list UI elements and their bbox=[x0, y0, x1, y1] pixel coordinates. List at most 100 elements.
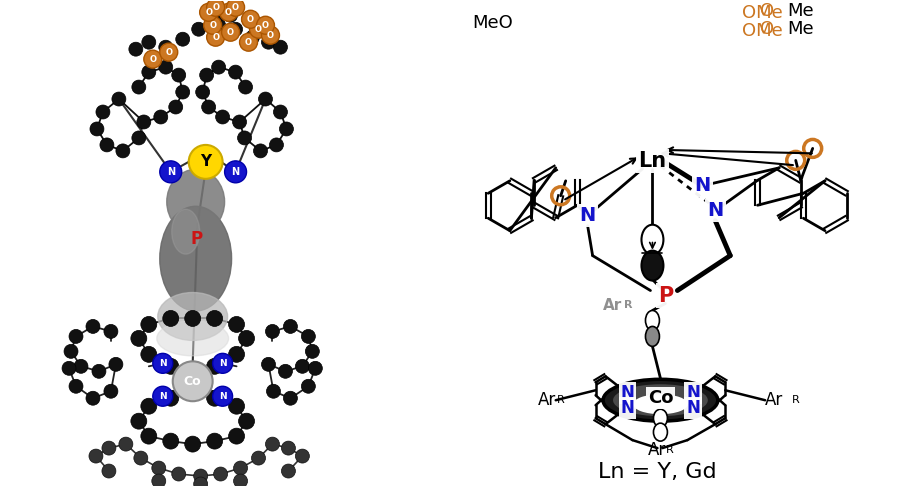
Ellipse shape bbox=[654, 423, 667, 441]
Circle shape bbox=[69, 379, 83, 393]
Ellipse shape bbox=[603, 379, 718, 421]
Circle shape bbox=[109, 357, 123, 371]
Text: N: N bbox=[621, 399, 635, 417]
Circle shape bbox=[159, 60, 172, 74]
Circle shape bbox=[229, 428, 244, 444]
Circle shape bbox=[104, 384, 118, 398]
Ellipse shape bbox=[167, 169, 224, 234]
Circle shape bbox=[261, 26, 279, 44]
Text: N: N bbox=[579, 206, 595, 225]
Ellipse shape bbox=[654, 409, 667, 427]
Circle shape bbox=[191, 22, 206, 36]
Circle shape bbox=[136, 115, 151, 129]
Text: Ln: Ln bbox=[638, 151, 666, 171]
Text: OMe: OMe bbox=[742, 4, 782, 22]
Circle shape bbox=[194, 469, 207, 483]
Text: N: N bbox=[686, 384, 700, 402]
Circle shape bbox=[295, 449, 310, 463]
Circle shape bbox=[253, 144, 268, 158]
Circle shape bbox=[128, 42, 143, 56]
Circle shape bbox=[89, 449, 103, 463]
Text: N: N bbox=[686, 399, 700, 417]
Circle shape bbox=[172, 467, 186, 481]
Circle shape bbox=[233, 115, 247, 129]
Circle shape bbox=[141, 398, 157, 414]
Circle shape bbox=[302, 330, 315, 344]
Text: O: O bbox=[267, 31, 274, 40]
Circle shape bbox=[90, 122, 104, 136]
Circle shape bbox=[172, 68, 186, 82]
Circle shape bbox=[163, 433, 179, 449]
Circle shape bbox=[242, 12, 256, 26]
Circle shape bbox=[269, 138, 284, 152]
Ellipse shape bbox=[157, 321, 229, 356]
Circle shape bbox=[302, 379, 315, 393]
Circle shape bbox=[69, 330, 83, 344]
Circle shape bbox=[152, 474, 166, 486]
Circle shape bbox=[305, 345, 320, 358]
Circle shape bbox=[242, 10, 260, 28]
Text: O: O bbox=[212, 3, 219, 12]
Circle shape bbox=[207, 358, 223, 374]
Circle shape bbox=[220, 3, 238, 21]
Ellipse shape bbox=[646, 327, 659, 347]
Text: Ar: Ar bbox=[648, 441, 666, 459]
Circle shape bbox=[213, 386, 233, 406]
Circle shape bbox=[233, 461, 248, 475]
Text: O: O bbox=[245, 38, 252, 47]
Circle shape bbox=[159, 40, 172, 54]
Circle shape bbox=[152, 461, 166, 475]
Circle shape bbox=[308, 361, 322, 375]
Circle shape bbox=[240, 33, 258, 51]
Circle shape bbox=[257, 16, 275, 34]
Ellipse shape bbox=[646, 311, 659, 330]
Circle shape bbox=[229, 398, 244, 414]
Text: N: N bbox=[167, 167, 175, 177]
Circle shape bbox=[295, 359, 310, 373]
Circle shape bbox=[131, 413, 146, 429]
Circle shape bbox=[185, 311, 200, 327]
Circle shape bbox=[176, 32, 189, 46]
Text: N: N bbox=[219, 359, 226, 368]
Text: N: N bbox=[621, 384, 635, 402]
Circle shape bbox=[224, 8, 238, 22]
Circle shape bbox=[266, 437, 279, 451]
Text: P: P bbox=[658, 285, 673, 306]
Circle shape bbox=[96, 105, 110, 119]
Circle shape bbox=[226, 0, 244, 16]
Circle shape bbox=[144, 50, 162, 68]
Circle shape bbox=[141, 428, 157, 444]
Circle shape bbox=[86, 319, 100, 333]
Text: Ar: Ar bbox=[765, 391, 783, 409]
Text: O: O bbox=[247, 15, 254, 24]
Text: O: O bbox=[255, 25, 262, 34]
Circle shape bbox=[278, 364, 293, 378]
Circle shape bbox=[204, 16, 222, 34]
Circle shape bbox=[229, 22, 242, 36]
Text: R: R bbox=[557, 395, 565, 405]
Circle shape bbox=[154, 110, 168, 124]
Text: N: N bbox=[159, 392, 167, 401]
Circle shape bbox=[245, 30, 260, 44]
Circle shape bbox=[229, 316, 244, 332]
Text: O: O bbox=[205, 8, 212, 17]
Circle shape bbox=[239, 330, 254, 347]
Circle shape bbox=[261, 35, 276, 49]
Circle shape bbox=[176, 85, 189, 99]
Text: O: O bbox=[760, 20, 774, 38]
Text: P: P bbox=[190, 230, 203, 248]
Text: N: N bbox=[707, 201, 724, 220]
Circle shape bbox=[202, 100, 216, 114]
Text: O: O bbox=[262, 21, 269, 30]
Circle shape bbox=[169, 100, 182, 114]
Circle shape bbox=[274, 40, 287, 54]
Circle shape bbox=[233, 474, 248, 486]
Circle shape bbox=[207, 433, 223, 449]
Text: Ar: Ar bbox=[603, 298, 622, 313]
Circle shape bbox=[281, 441, 295, 455]
Circle shape bbox=[214, 467, 227, 481]
Text: Me: Me bbox=[787, 20, 814, 38]
Circle shape bbox=[266, 325, 279, 338]
Text: O: O bbox=[225, 8, 232, 17]
Text: O: O bbox=[232, 3, 239, 12]
